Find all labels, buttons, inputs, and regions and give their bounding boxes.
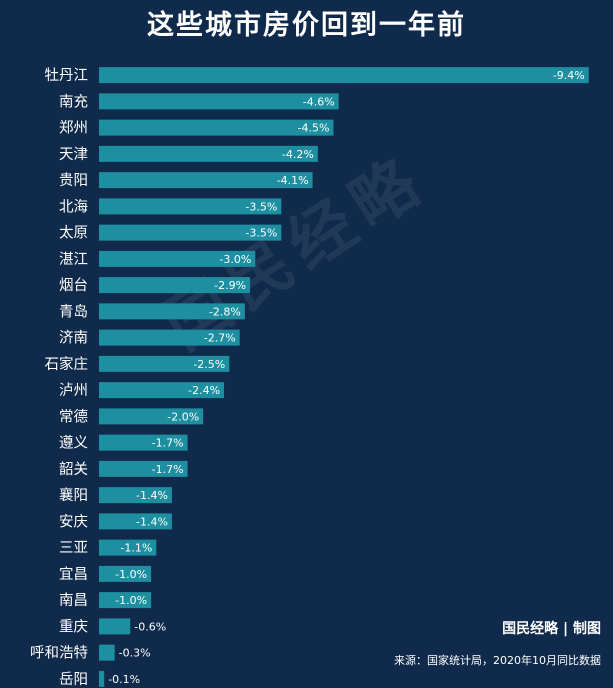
- category-label: 南昌: [59, 592, 88, 609]
- bar: [99, 198, 282, 215]
- value-label: -1.0%: [115, 594, 147, 607]
- category-label: 青岛: [59, 303, 88, 320]
- bar: [99, 670, 105, 687]
- source-note: 来源：国家统计局，2020年10月同比数据: [394, 654, 601, 667]
- value-label: -2.7%: [204, 332, 236, 345]
- bar: [99, 277, 251, 294]
- value-label: -1.7%: [152, 437, 184, 450]
- value-label: -3.5%: [245, 227, 277, 240]
- value-label: -0.6%: [134, 620, 166, 633]
- value-label: -4.5%: [298, 122, 330, 135]
- category-label: 济南: [59, 330, 88, 347]
- bars-layer: 牡丹江 -9.4% 南充 -4.6% 郑州 -4.5% 天津 -4.2% 贵阳 -4.1% 北海 -3…: [30, 67, 589, 688]
- value-label: -2.4%: [188, 384, 220, 397]
- category-label: 北海: [59, 198, 88, 215]
- value-label: -2.9%: [214, 279, 246, 292]
- bar: [99, 119, 334, 136]
- bar: [99, 434, 188, 451]
- bar: [99, 303, 245, 320]
- category-label: 郑州: [59, 120, 88, 137]
- bar: [99, 329, 240, 346]
- value-label: -2.0%: [167, 410, 199, 423]
- value-label: -2.5%: [193, 358, 225, 371]
- bar: [99, 67, 589, 84]
- value-label: -2.8%: [209, 305, 241, 318]
- bar: [99, 172, 313, 189]
- value-label: -1.4%: [136, 489, 168, 502]
- category-label: 韶关: [59, 461, 88, 478]
- bar: [99, 224, 282, 241]
- category-label: 三亚: [59, 541, 88, 557]
- category-label: 石家庄: [45, 355, 89, 373]
- bar: [99, 382, 225, 399]
- bar: [99, 565, 152, 582]
- category-label: 常德: [59, 408, 88, 425]
- category-label: 湛江: [59, 251, 88, 268]
- value-label: -3.5%: [245, 200, 277, 213]
- category-label: 宜昌: [59, 566, 88, 583]
- value-label: -1.0%: [115, 568, 147, 581]
- category-label: 牡丹江: [45, 67, 89, 84]
- value-label: -1.7%: [152, 463, 184, 476]
- category-label: 岳阳: [59, 671, 88, 688]
- bar: [99, 592, 152, 609]
- bar: [99, 487, 172, 504]
- bar: [99, 145, 318, 162]
- category-label: 呼和浩特: [30, 645, 88, 662]
- category-label: 襄阳: [59, 487, 88, 504]
- value-label: -3.0%: [219, 253, 251, 266]
- category-label: 遵义: [59, 435, 88, 452]
- value-label: -0.3%: [119, 647, 151, 660]
- bar: [99, 513, 172, 530]
- category-label: 南充: [59, 93, 88, 110]
- bar: [99, 539, 157, 556]
- value-label: -1.4%: [136, 515, 168, 528]
- category-label: 重庆: [59, 618, 88, 635]
- category-label: 泸州: [59, 382, 88, 399]
- bar: [99, 644, 115, 661]
- value-label: -1.1%: [120, 542, 152, 555]
- value-label: -9.4%: [553, 69, 585, 82]
- brand-credit: 国民经略 | 制图: [502, 621, 601, 637]
- bar: [99, 460, 188, 477]
- category-label: 烟台: [59, 277, 88, 294]
- value-label: -4.6%: [303, 95, 335, 108]
- bar: [99, 408, 204, 425]
- value-label: -4.1%: [277, 174, 309, 187]
- category-label: 太原: [59, 225, 88, 242]
- category-label: 安庆: [59, 513, 88, 530]
- bar: [99, 355, 230, 372]
- value-label: -0.1%: [108, 673, 140, 686]
- category-label: 天津: [59, 146, 88, 163]
- bar: [99, 618, 131, 635]
- category-label: 贵阳: [59, 172, 88, 189]
- value-label: -4.2%: [282, 148, 314, 161]
- chart-title: 这些城市房价回到一年前: [147, 10, 466, 41]
- bar: [99, 250, 256, 267]
- bar: [99, 93, 339, 110]
